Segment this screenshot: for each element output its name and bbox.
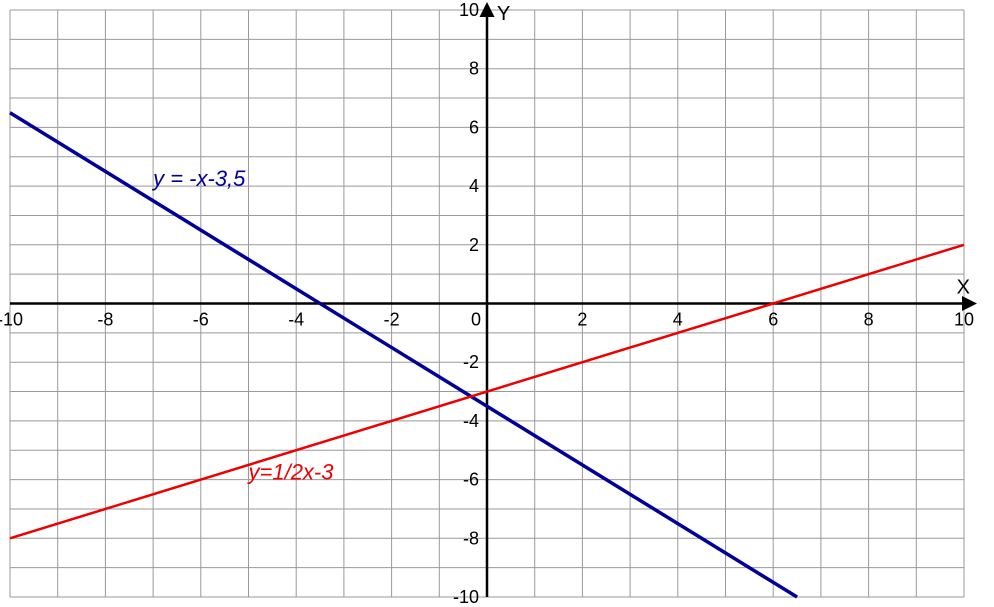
svg-text:4: 4	[469, 176, 479, 196]
axis-labels: XY	[497, 3, 970, 299]
blue-line	[10, 113, 797, 597]
svg-text:10: 10	[459, 0, 479, 20]
svg-text:2: 2	[577, 310, 587, 330]
svg-text:-6: -6	[463, 470, 479, 490]
svg-text:8: 8	[469, 59, 479, 79]
svg-text:-8: -8	[463, 528, 479, 548]
svg-text:6: 6	[469, 117, 479, 137]
red-line-label: y=1/2x-3	[247, 460, 335, 485]
svg-text:6: 6	[768, 310, 778, 330]
y-axis-label: Y	[497, 3, 510, 25]
axes	[10, 5, 974, 597]
svg-text:0: 0	[471, 310, 481, 330]
svg-text:-8: -8	[97, 310, 113, 330]
svg-text:8: 8	[864, 310, 874, 330]
svg-text:-6: -6	[193, 310, 209, 330]
svg-text:10: 10	[954, 310, 974, 330]
blue-line-label: y = -x-3,5	[151, 166, 246, 191]
svg-text:-2: -2	[463, 352, 479, 372]
svg-text:-4: -4	[288, 310, 304, 330]
svg-text:-10: -10	[453, 587, 479, 607]
svg-text:-10: -10	[0, 310, 23, 330]
coordinate-plane: -10-8-6-4-20246810-10-8-6-4-2246810XYy =…	[0, 0, 994, 607]
svg-text:2: 2	[469, 235, 479, 255]
svg-text:-4: -4	[463, 411, 479, 431]
x-axis-label: X	[957, 277, 970, 299]
svg-text:4: 4	[673, 310, 683, 330]
svg-text:-2: -2	[384, 310, 400, 330]
